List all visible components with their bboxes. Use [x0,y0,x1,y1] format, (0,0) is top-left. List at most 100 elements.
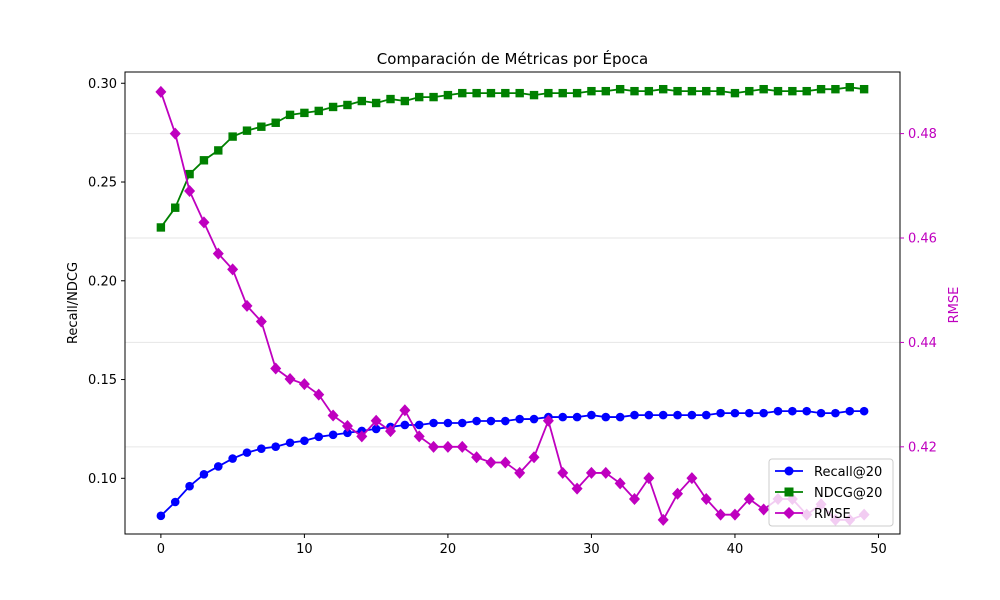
x-tick-label: 40 [727,542,744,557]
data-point-recall-20 [328,430,338,440]
data-point-ndcg-20 [788,86,797,96]
data-point-rmse [155,85,167,98]
data-point-recall-20 [802,406,812,416]
series-rmse [155,85,870,526]
y-right-tick-label: 0.44 [908,336,937,351]
plot-frame [124,71,901,535]
y-left-tick-label: 0.15 [88,373,117,388]
data-point-rmse [557,466,569,479]
series-ndcg-20 [156,83,869,232]
data-point-rmse [729,508,741,521]
data-point-recall-20 [271,442,280,451]
data-point-recall-20 [228,454,237,463]
y-left-tick-label: 0.10 [88,472,117,487]
data-point-rmse [428,440,440,453]
data-point-recall-20 [558,412,568,422]
data-point-ndcg-20 [357,96,367,106]
data-point-recall-20 [773,406,783,416]
data-point-ndcg-20 [529,90,539,100]
data-point-ndcg-20 [171,203,180,212]
y-axis-right-title: RMSE [947,287,962,324]
data-point-rmse [528,451,540,464]
axes-layer: 0 10 20 30 40 50 0.10 0.15 0.20 0.25 0.30 0.42 0.44 0… [88,77,937,557]
series-recall-20 [156,406,869,521]
data-point-ndcg-20 [343,100,352,110]
x-tick-label: 20 [440,542,457,557]
data-point-ndcg-20 [716,86,725,96]
x-tick-label: 30 [583,542,600,557]
data-point-rmse [657,513,669,526]
data-point-rmse [743,493,755,506]
data-point-rmse [614,477,626,490]
data-point-rmse [700,493,712,506]
data-point-recall-20 [343,428,352,438]
data-point-recall-20 [515,414,524,424]
data-point-ndcg-20 [673,86,682,96]
data-point-recall-20 [587,410,596,420]
data-point-rmse [542,414,554,427]
data-point-recall-20 [831,408,840,418]
data-point-recall-20 [170,497,180,507]
data-point-ndcg-20 [371,98,381,108]
data-point-recall-20 [213,462,223,471]
data-point-recall-20 [472,416,481,426]
data-point-recall-20 [314,432,324,442]
data-point-recall-20 [457,418,467,428]
data-point-rmse [485,456,497,469]
data-point-recall-20 [630,410,639,420]
data-point-rmse [514,466,526,479]
data-point-ndcg-20 [300,108,309,118]
legend-marker-square-icon [784,487,794,497]
data-point-rmse [471,451,483,464]
data-point-recall-20 [185,481,194,491]
data-point-rmse [227,263,239,276]
legend-entry-ndcg: NDCG@20 [775,486,882,501]
data-point-ndcg-20 [429,92,438,102]
data-point-rmse [600,466,612,479]
data-point-recall-20 [414,420,424,430]
data-point-ndcg-20 [443,90,453,100]
data-point-ndcg-20 [544,88,553,98]
legend-entry-recall: Recall@20 [775,465,882,480]
data-point-recall-20 [658,410,668,420]
x-tick-label: 50 [870,542,887,557]
data-point-recall-20 [529,414,539,424]
data-point-rmse [284,372,296,385]
data-point-ndcg-20 [687,86,697,96]
y-axis-left-title: Recall/NDCG [66,262,81,344]
data-point-rmse [241,299,253,312]
data-point-rmse [715,508,727,521]
data-point-rmse [341,419,353,432]
data-point-ndcg-20 [558,88,567,98]
legend-label-rmse: RMSE [814,507,851,522]
right-axis-grid [125,133,900,448]
data-point-ndcg-20 [271,118,280,127]
legend-entry-rmse: RMSE [775,507,851,522]
data-point-ndcg-20 [802,86,811,96]
data-point-rmse [169,127,181,140]
legend-label-recall: Recall@20 [814,465,882,480]
legend-marker-diamond-icon [783,507,795,519]
data-point-ndcg-20 [400,96,410,106]
data-point-recall-20 [501,416,510,426]
data-point-rmse [184,185,196,198]
data-point-ndcg-20 [257,122,266,131]
data-point-recall-20 [199,470,209,479]
data-point-rmse [327,409,339,422]
data-point-recall-20 [716,408,725,418]
legend-box [768,458,894,527]
data-point-recall-20 [644,410,654,420]
y-left-tick-label: 0.25 [88,176,117,191]
data-point-recall-20 [859,406,869,416]
data-point-recall-20 [673,410,682,420]
data-point-ndcg-20 [816,84,826,94]
data-point-rmse [442,440,454,453]
data-point-recall-20 [572,412,582,422]
y-left-tick-label: 0.20 [88,274,117,289]
data-point-recall-20 [443,418,453,428]
data-point-recall-20 [845,406,855,416]
data-point-ndcg-20 [630,86,639,96]
data-point-ndcg-20 [242,126,252,135]
y-right-tick-label: 0.48 [908,127,937,142]
